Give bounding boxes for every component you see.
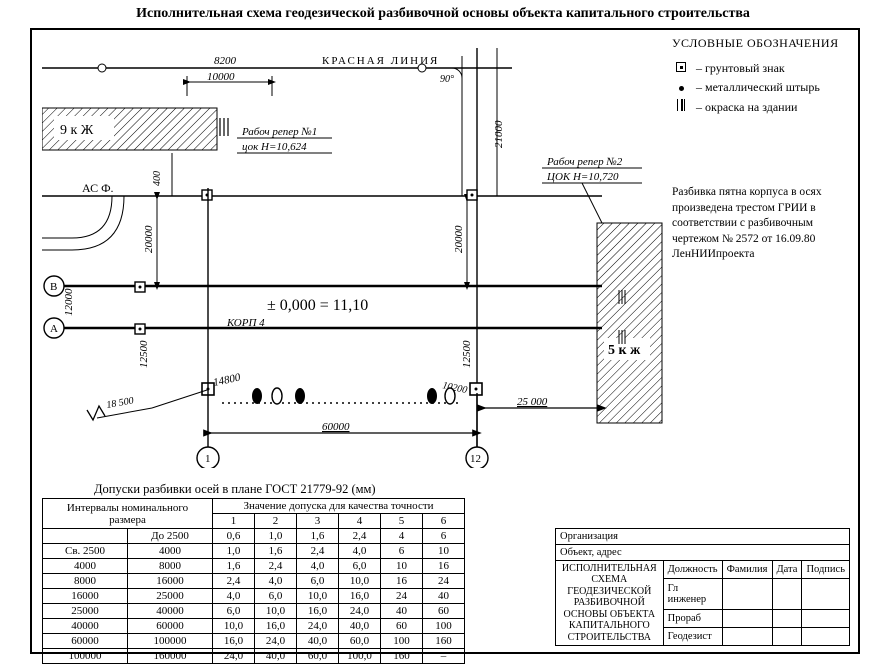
tb-h-date: Дата [772, 560, 802, 578]
tb-h-pos: Должность [663, 560, 722, 578]
dim-12000: 12000 [63, 288, 75, 316]
axis-label-b: В [50, 281, 57, 293]
dim-8200: 8200 [214, 55, 237, 67]
drawing-frame: 8200 КРАСНАЯ ЛИНИЯ 10000 90° 9 к Ж Рабоч… [30, 28, 860, 654]
paint-mark-icon [677, 99, 685, 111]
th-col: 3 [297, 514, 339, 529]
th-col: 5 [381, 514, 423, 529]
tolerance-caption: Допуски разбивки осей в плане ГОСТ 21779… [94, 482, 376, 497]
derivation-note: Разбивка пятна корпуса в осях произведен… [672, 185, 850, 263]
label-asf: АС Ф. [82, 181, 114, 195]
reper2-h: ЦОК H=10,720 [546, 171, 619, 183]
th-col: 4 [339, 514, 381, 529]
table-row: До 25000,61,01,62,446 [43, 529, 465, 544]
reper1-h: цок H=10,624 [242, 141, 307, 153]
dim-21000: 21000 [493, 120, 505, 148]
pin-icon [252, 388, 262, 404]
reper1-label: Рабоч репер №1 [241, 126, 317, 138]
legend-block: УСЛОВНЫЕ ОБОЗНАЧЕНИЯ – грунтовый знак – … [672, 36, 850, 119]
pin-icon [679, 86, 684, 91]
legend-item-3: – окраска на здании [696, 100, 797, 115]
tb-doc-title: ИСПОЛНИТЕЛЬНАЯ СХЕМА ГЕОДЕЗИЧЕСКОЙ РАЗБИ… [556, 560, 664, 646]
label-bldg5: 5 к ж [608, 343, 641, 358]
legend-item-2: – металлический штырь [696, 80, 820, 95]
tb-h-sign: Подпись [802, 560, 850, 578]
th-col: 1 [213, 514, 255, 529]
tb-row-prorab: Прораб [663, 609, 722, 627]
axis-label-1: 1 [205, 453, 211, 465]
tb-h-name: Фамилия [722, 560, 772, 578]
table-row: 25000400006,010,016,024,04060 [43, 604, 465, 619]
th-col: 2 [255, 514, 297, 529]
title-block: Организация Объект, адрес ИСПОЛНИТЕЛЬНАЯ… [555, 528, 850, 647]
dim-10000: 10000 [207, 71, 235, 83]
table-row: Св. 250040001,01,62,44,0610 [43, 544, 465, 559]
axis-label-12: 12 [470, 453, 481, 465]
paint-mark-icon [220, 118, 228, 136]
dim-20000: 20000 [143, 225, 155, 253]
tb-org: Организация [556, 528, 850, 544]
dim-400: 400 [152, 171, 163, 186]
th-col: 6 [423, 514, 465, 529]
ground-mark-icon [676, 62, 686, 72]
tb-row-eng: Гл инженер [663, 578, 722, 609]
legend-heading: УСЛОВНЫЕ ОБОЗНАЧЕНИЯ [672, 36, 850, 51]
dim-25000: 25 000 [517, 396, 548, 408]
reper2-label: Рабоч репер №2 [546, 156, 623, 168]
axis-label-a: А [50, 323, 58, 335]
legend-item-1: – грунтовый знак [696, 61, 785, 76]
table-row: 400080001,62,44,06,01016 [43, 559, 465, 574]
dim-20000b: 20000 [453, 225, 465, 253]
label-korp: КОРП 4 [226, 317, 265, 329]
table-row: 6000010000016,024,040,060,0100160 [43, 634, 465, 649]
ground-mark-icon [135, 282, 145, 292]
label-bldg9: 9 к Ж [60, 123, 94, 138]
table-row: 400006000010,016,024,040,060100 [43, 619, 465, 634]
dim-12500: 12500 [138, 340, 150, 368]
label-red-line: КРАСНАЯ ЛИНИЯ [322, 55, 439, 67]
tolerance-table: Интервалы номинального размера Значение … [42, 498, 465, 664]
dim-60000: 60000 [322, 421, 350, 433]
dim-14800: 14800 [212, 371, 242, 389]
tb-addr: Объект, адрес [556, 544, 850, 560]
dim-12500b: 12500 [461, 340, 473, 368]
geodetic-diagram: 8200 КРАСНАЯ ЛИНИЯ 10000 90° 9 к Ж Рабоч… [42, 38, 672, 468]
page-title: Исполнительная схема геодезической разби… [0, 0, 886, 24]
table-row: 16000250004,06,010,016,02440 [43, 589, 465, 604]
table-row: 10000016000024,040,060,0100,0160– [43, 649, 465, 664]
tb-row-geo: Геодезист [663, 627, 722, 645]
th-interval: Интервалы номинального размера [43, 499, 213, 529]
th-quality: Значение допуска для качества точности [213, 499, 465, 514]
table-row: 8000160002,44,06,010,01624 [43, 574, 465, 589]
label-zero: ± 0,000 = 11,10 [267, 297, 368, 314]
label-90: 90° [440, 74, 454, 85]
dim-18500: 18 500 [106, 395, 135, 411]
